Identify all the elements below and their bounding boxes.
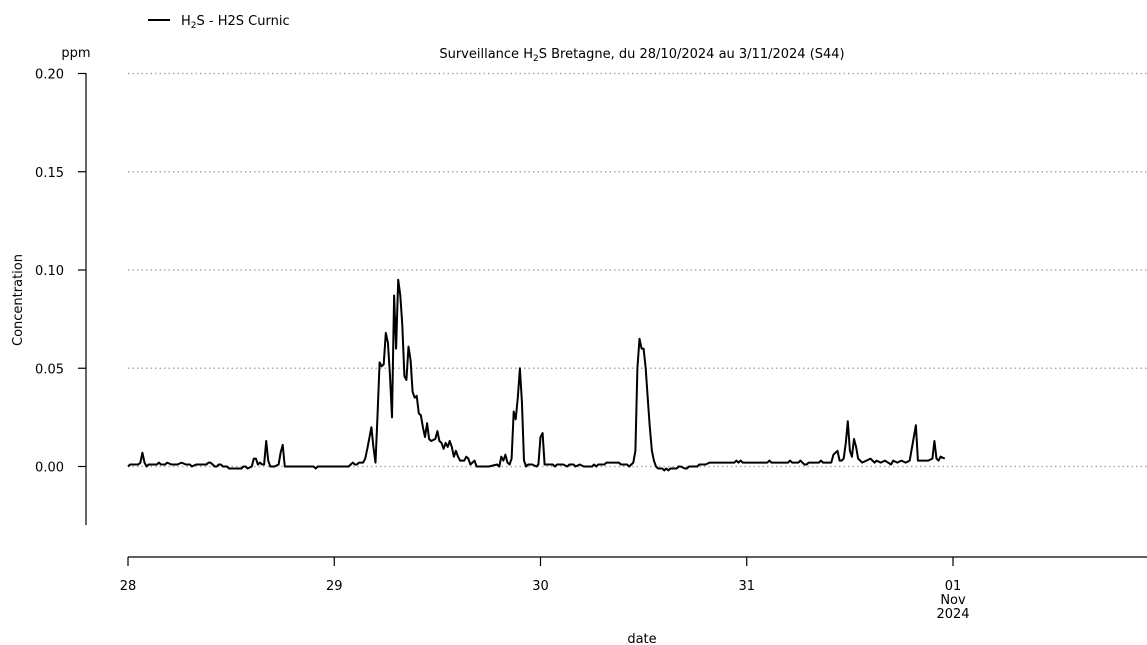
x-tick-label: 31 — [738, 579, 755, 594]
y-tick-label: 0.00 — [35, 461, 64, 476]
x-axis-label: date — [627, 632, 656, 645]
legend: H2S - H2S Curnic — [148, 14, 290, 31]
y-axis-label: Concentration — [11, 254, 26, 346]
x-tick-label: 29 — [326, 579, 343, 594]
series-group — [127, 278, 946, 472]
gridlines — [128, 72, 1147, 468]
x-tick-label: Nov — [940, 593, 966, 608]
y-tick-label: 0.20 — [35, 68, 64, 83]
legend-label: H2S - H2S Curnic — [181, 14, 290, 31]
x-tick-label: 01 — [945, 579, 962, 594]
y-tick-label: 0.10 — [35, 264, 64, 279]
x-tick-label: 28 — [120, 579, 137, 594]
y-tick-label: 0.05 — [35, 362, 64, 377]
y-axis: 0.00 0.05 0.10 0.15 0.20 — [35, 68, 87, 525]
y-unit-label: ppm — [61, 46, 90, 61]
x-tick-label: 30 — [532, 579, 549, 594]
x-tick-label: 2024 — [936, 607, 969, 622]
y-tick-label: 0.15 — [35, 166, 64, 181]
series-line — [127, 278, 946, 472]
chart-title: Surveillance H2S Bretagne, du 28/10/2024… — [439, 47, 844, 64]
